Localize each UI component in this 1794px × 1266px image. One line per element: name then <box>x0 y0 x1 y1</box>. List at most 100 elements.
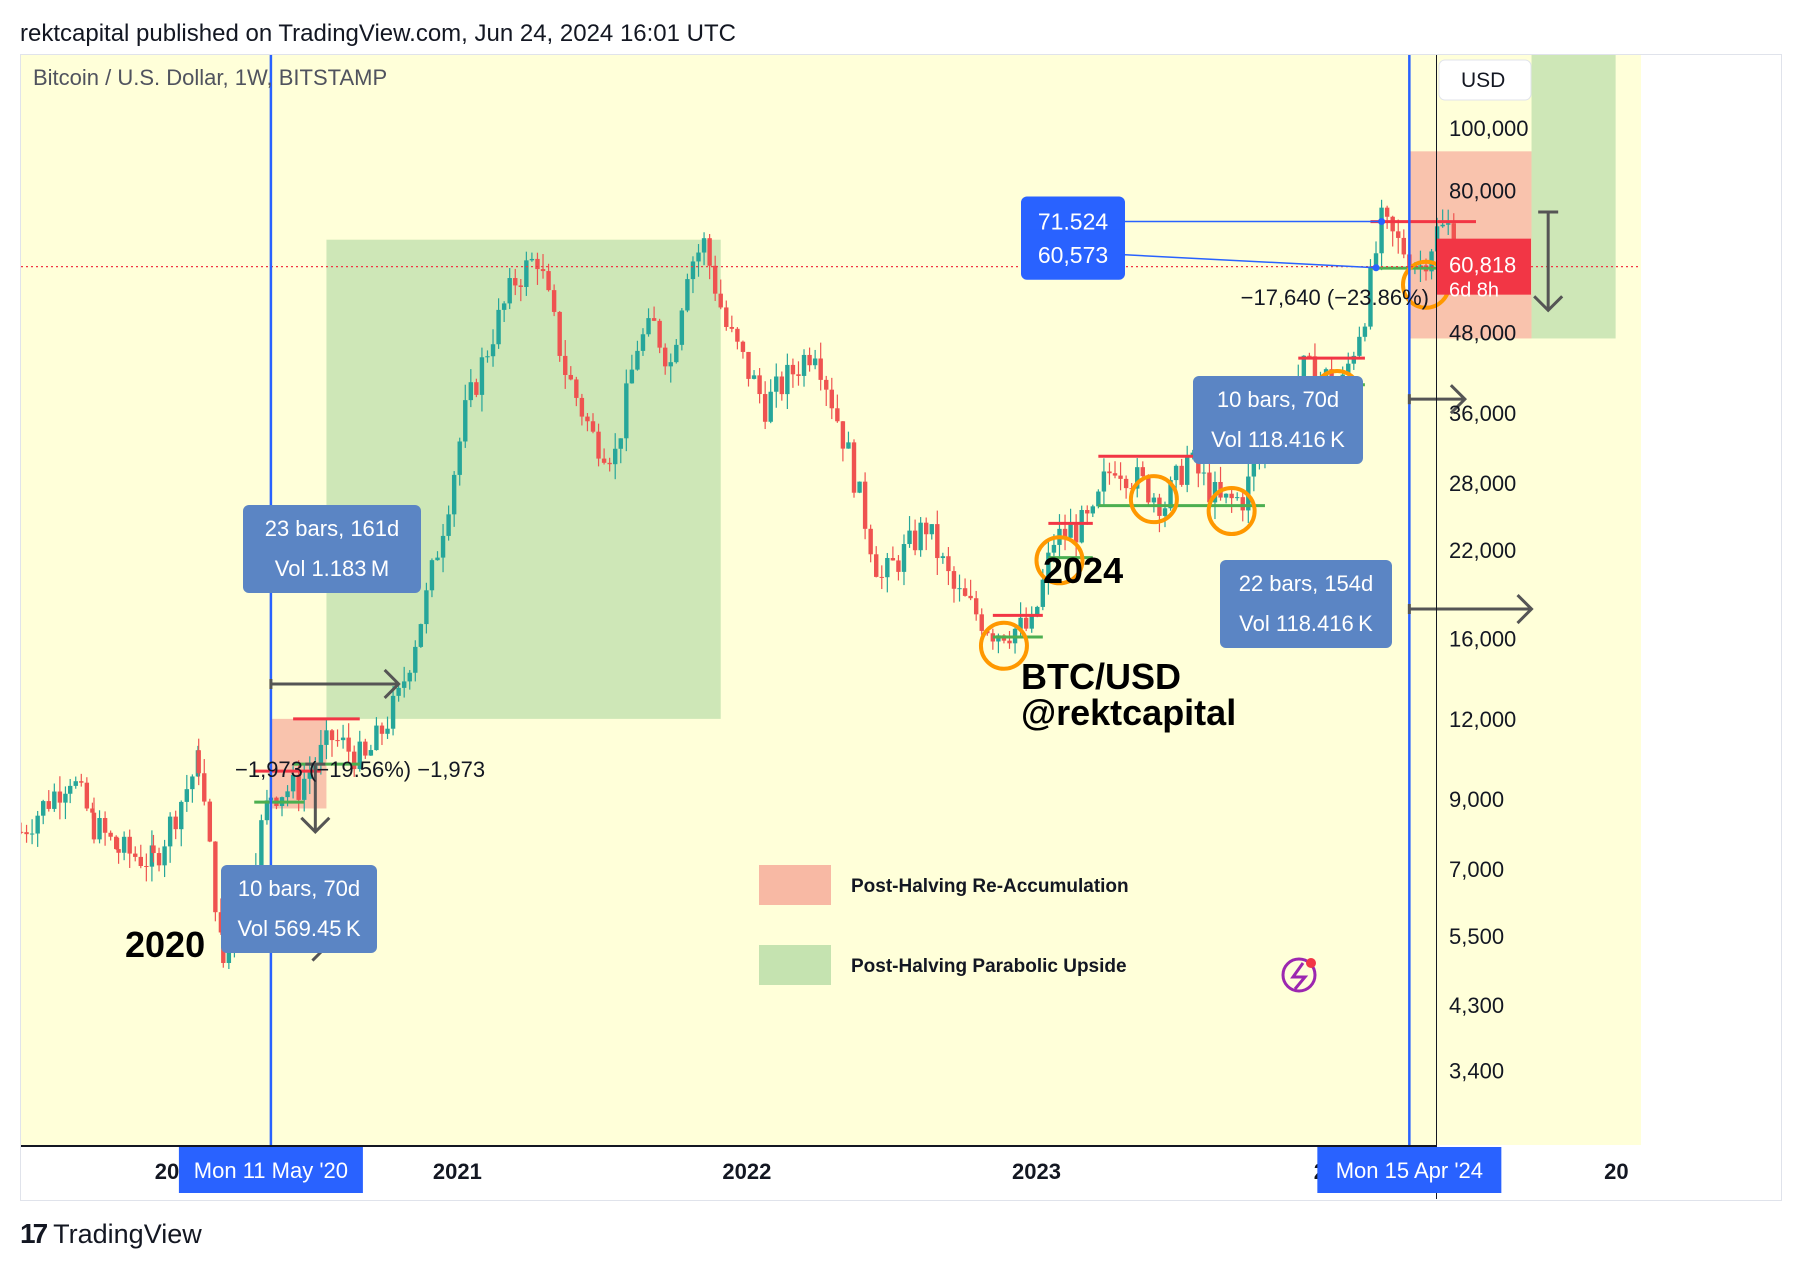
candle-body <box>518 285 524 287</box>
candle-body <box>1440 224 1445 227</box>
candle-body <box>1396 231 1401 238</box>
candle-body <box>701 238 707 253</box>
candle-body <box>24 832 29 835</box>
candle-body <box>184 789 190 802</box>
chart-area[interactable]: 71,524 60,573 23 bars, 161d Vol 1.183 M 10 b… <box>20 54 1782 1201</box>
currency-button <box>1438 59 1532 101</box>
candle-body <box>401 681 407 688</box>
y-tick-label: 22,000 <box>1449 538 1516 563</box>
candle-body <box>1223 493 1229 498</box>
candle-body <box>757 375 762 395</box>
price-label-text: 60,573 <box>1038 242 1108 268</box>
candle-body <box>568 374 573 380</box>
candle-body <box>1379 207 1384 254</box>
candle-body <box>551 290 557 312</box>
candle-body <box>121 836 127 853</box>
candle-body <box>724 307 729 327</box>
candle-body <box>1185 456 1190 485</box>
candle-body <box>435 557 440 561</box>
symbol-title: Bitcoin / U.S. Dollar, 1W, BITSTAMP <box>33 65 387 90</box>
candle-body <box>1146 476 1151 503</box>
candle-body <box>468 382 474 401</box>
candle-body <box>329 730 335 741</box>
candle-body <box>1229 493 1234 499</box>
price-axis-border <box>1436 55 1437 1199</box>
y-tick-label: 4,300 <box>1449 993 1504 1018</box>
candle-body <box>302 778 307 800</box>
candle-body <box>73 781 78 786</box>
x-tick-label: 2022 <box>722 1159 771 1184</box>
candle-body <box>618 438 623 449</box>
candle-body <box>84 782 90 809</box>
y-tick-label: 36,000 <box>1449 401 1516 426</box>
halving-date-badge <box>178 1147 363 1193</box>
candle-body <box>144 866 149 868</box>
candle-body <box>801 354 807 376</box>
candle-body <box>226 943 232 963</box>
candle-body <box>596 431 601 459</box>
highlight-circle <box>1034 535 1085 586</box>
candle-body <box>779 376 785 395</box>
candle-body <box>829 389 834 409</box>
y-tick-label: 12,000 <box>1449 707 1516 732</box>
candle-body <box>846 442 851 449</box>
candle-body <box>1073 524 1079 543</box>
candle-body <box>662 347 668 367</box>
candle-body <box>524 260 529 287</box>
measure-arrow-154d-head <box>1516 593 1534 625</box>
candle-body <box>557 311 562 356</box>
candle-body <box>324 730 329 745</box>
candle-body <box>874 554 879 577</box>
candle-body <box>127 836 132 854</box>
author-label: @rektcapital <box>1021 692 1236 733</box>
candle-body <box>940 556 946 559</box>
drawdown-arrow-2024-head <box>1533 295 1564 313</box>
candle-body <box>429 560 435 591</box>
candle-body <box>52 791 57 809</box>
candle-body <box>507 278 512 304</box>
candle-body <box>1312 356 1318 391</box>
measure-box-154d <box>1220 560 1392 648</box>
candle-body <box>1368 266 1373 327</box>
candle-body <box>207 801 213 842</box>
candle-body <box>613 448 618 465</box>
candle-body <box>340 737 346 741</box>
candle-body <box>374 725 379 751</box>
current-price-value: 60,818 <box>1449 253 1516 278</box>
candle-body <box>1418 265 1423 267</box>
candle-body <box>29 833 35 835</box>
candle-body <box>1096 491 1101 507</box>
measure-arrow-70d-2024-head <box>1449 384 1467 415</box>
candle-body <box>935 524 940 559</box>
candle-body <box>446 514 451 536</box>
legend-swatch-2 <box>759 945 831 985</box>
candle-body <box>807 354 812 366</box>
legend-label-2: Post-Halving Parabolic Upside <box>851 956 1127 977</box>
candle-body <box>490 344 496 357</box>
candle-body <box>529 258 535 261</box>
candle-body <box>451 474 457 515</box>
halving-date-badge <box>1317 1147 1502 1193</box>
candle-body <box>1068 524 1073 538</box>
parabolic-zone-2020 <box>326 239 721 719</box>
measure-box-70d-2020 <box>221 865 377 953</box>
candle-body <box>35 815 40 834</box>
tradingview-logo[interactable]: 17 TradingView <box>20 1218 202 1250</box>
candle-body <box>1384 207 1390 217</box>
candle-body <box>1351 355 1357 364</box>
currency-button-label[interactable]: USD <box>1461 69 1505 92</box>
candle-body <box>396 687 401 696</box>
candle-body <box>685 279 690 311</box>
measure-box-161d <box>243 505 421 593</box>
candle-body <box>585 416 590 422</box>
candle-body <box>1179 465 1184 485</box>
candle-body <box>1362 326 1368 337</box>
legend-label-1: Post-Halving Re-Accumulation <box>851 876 1129 897</box>
candle-body <box>924 522 929 535</box>
candle-body <box>1023 617 1029 629</box>
candle-body <box>156 853 162 866</box>
candle-body <box>1190 452 1195 457</box>
candle-body <box>1212 481 1218 503</box>
candle-body <box>97 818 102 840</box>
